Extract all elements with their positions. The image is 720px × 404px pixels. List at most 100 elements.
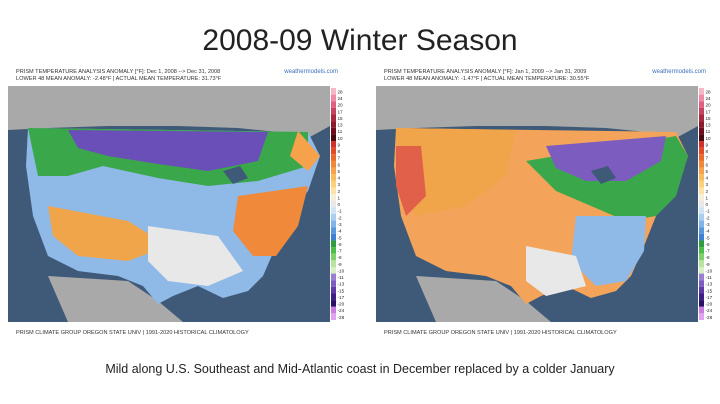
legend-swatch [331,247,336,254]
anomaly-map: 28 24 20 17 15 13 11 10 9 8 7 6 5 4 3 2 1 0 -1 -2 -3 -4 -5 -6 -7… [376,86,712,322]
anomaly-legend: 28242017151311109876543210-1-2-3-4-5-6-7… [699,88,712,320]
legend-label: -20 [338,302,345,307]
great-lakes [591,166,616,184]
map-header-line2: LOWER 48 MEAN ANOMALY: -2.48°F | ACTUAL … [16,76,222,82]
neutral-anomaly-south [148,226,243,286]
legend-label: 6 [706,162,709,167]
legend-swatch [699,233,704,241]
map-panel-january: PRISM TEMPERATURE ANALYSIS ANOMALY [°F]:… [376,68,712,336]
legend-label: -8 [706,255,711,260]
legend-swatch [331,286,336,294]
legend-swatch [699,147,704,155]
legend-swatch [331,273,336,281]
legend-swatch [699,247,704,254]
legend-label: -13 [338,282,345,287]
legend-swatch [699,141,704,148]
legend-label: -7 [706,249,711,254]
legend-label: -1 [338,209,343,214]
legend-swatch [331,280,336,287]
legend-label: -8 [338,255,343,260]
map-panel-december: PRISM TEMPERATURE ANALYSIS ANOMALY [°F]:… [8,68,344,336]
legend-label: -3 [706,222,711,227]
legend-swatch [699,273,704,281]
legend-label: 15 [338,116,344,121]
legend-swatch [331,266,336,274]
legend-label: 9 [706,142,709,147]
legend-label: -24 [338,308,345,313]
legend-swatch [331,240,336,248]
legend-swatch [331,134,336,142]
slide-caption: Mild along U.S. Southeast and Mid-Atlant… [105,362,615,376]
legend-label: 5 [338,169,341,174]
legend-label: -2 [706,215,711,220]
anomaly-map: 28 24 20 17 15 13 11 10 9 8 7 6 5 4 3 2 1 0 -1 -2 -3 -4 -5 -6 -7… [8,86,344,322]
legend-label: 4 [706,176,709,181]
legend-label: 28 [338,89,344,94]
legend-swatch [699,154,704,161]
legend-swatch [699,187,704,195]
cool-anomaly-southeast [571,216,646,286]
legend-swatch [331,167,336,175]
legend-swatch [699,313,704,320]
legend-label: -7 [338,249,343,254]
legend-swatch [699,253,704,261]
legend-swatch [699,300,704,307]
legend-label: -17 [706,295,713,300]
legend-label: 3 [706,182,709,187]
legend-swatch [331,114,336,122]
legend-swatch [331,160,336,168]
legend-label: 6 [338,162,341,167]
anomaly-map-graphic: 28242017151311109876543210-1-2-3-4-5-6-7… [376,86,712,322]
legend-label: -10 [706,268,713,273]
legend-label: 1 [706,195,709,200]
legend-swatch [699,220,704,228]
brand-label: weathermodels.com [284,69,338,75]
legend-swatch [699,114,704,122]
legend-label: -2 [338,215,343,220]
legend-label: -15 [338,288,345,293]
mexico-landmass [48,276,183,322]
legend-label: -9 [338,262,343,267]
extreme-cold-plains [68,130,268,171]
legend-label: 5 [706,169,709,174]
legend-swatch [699,227,704,234]
legend-swatch [331,260,336,267]
legend-label: -17 [338,295,345,300]
legend-label: 15 [706,116,712,121]
legend-label: -4 [338,229,343,234]
legend-label: 13 [338,123,344,128]
legend-swatch [331,174,336,181]
legend-label: 0 [338,202,341,207]
legend-swatch [699,286,704,294]
legend-swatch [331,313,336,320]
legend-swatch [699,160,704,168]
legend-label: -24 [706,308,713,313]
legend-label: -6 [338,242,343,247]
legend-swatch [331,107,336,115]
legend-label: 24 [706,96,712,101]
legend-swatch [331,187,336,195]
legend-label: -13 [706,282,713,287]
legend-label: -6 [706,242,711,247]
map-header-line1: PRISM TEMPERATURE ANALYSIS ANOMALY [°F]:… [384,69,587,75]
legend-label: 10 [706,136,712,141]
map-header: PRISM TEMPERATURE ANALYSIS ANOMALY [°F]:… [376,68,712,86]
legend-label: 17 [706,109,712,114]
legend-swatch [699,240,704,248]
legend-swatch [699,200,704,208]
legend-swatch [331,253,336,261]
legend-swatch [331,306,336,314]
warm-anomaly-southeast [233,186,308,256]
legend-label: 7 [338,156,341,161]
legend-swatch [331,194,336,201]
brand-label: weathermodels.com [652,69,706,75]
legend-label: 4 [338,176,341,181]
legend-label: -1 [706,209,711,214]
legend-label: 20 [706,103,712,108]
legend-label: 20 [338,103,344,108]
slide-title: 2008-09 Winter Season [202,24,518,57]
legend-label: 8 [706,149,709,154]
legend-swatch [331,300,336,307]
legend-label: -3 [338,222,343,227]
legend-swatch [699,167,704,175]
